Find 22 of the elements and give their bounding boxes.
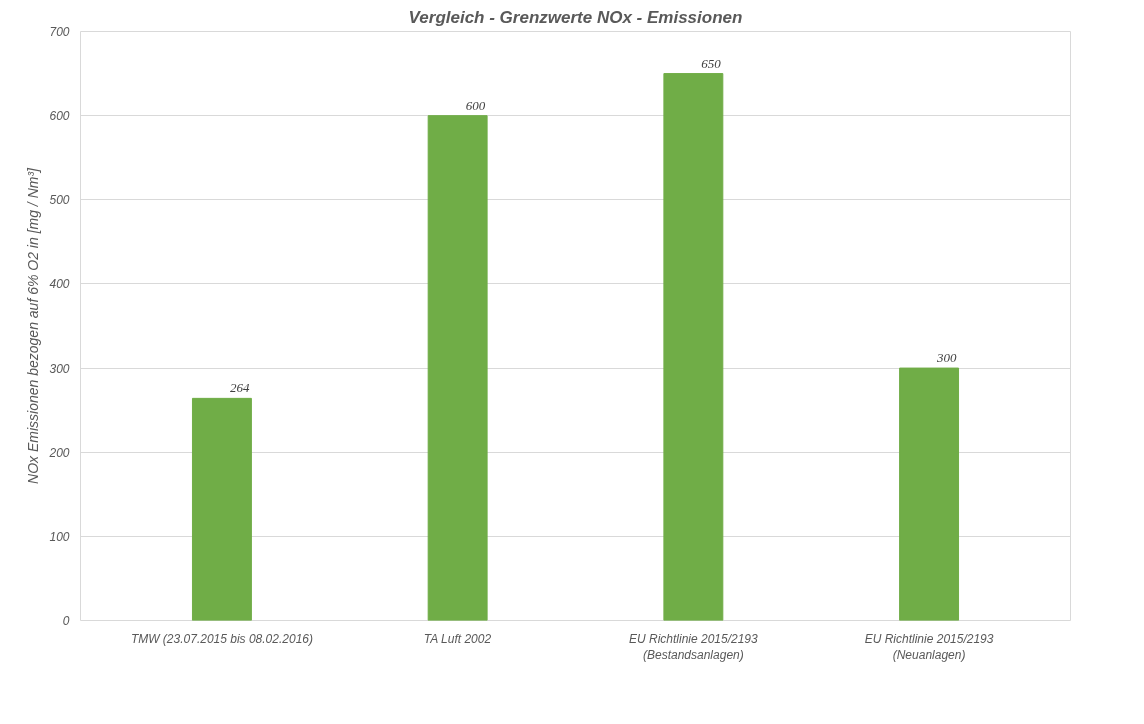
y-tick-label: 500 xyxy=(49,193,70,208)
y-tick-label: 100 xyxy=(49,529,70,544)
data-label: 650 xyxy=(701,55,722,71)
y-tick-label: 200 xyxy=(48,445,70,460)
x-tick-label: EU Richtlinie 2015/2193 (Bestandsanlagen) xyxy=(628,631,759,663)
y-tick-label: 700 xyxy=(49,25,70,39)
chart-title: Vergleich - Grenzwerte NOx - Emissionen xyxy=(408,7,743,27)
y-tick-label: 400 xyxy=(49,277,70,292)
y-tick-label: 0 xyxy=(62,614,70,628)
data-label: 600 xyxy=(465,97,486,113)
x-tick-label: EU Richtlinie 2015/2193 (Neuanlagen) xyxy=(864,631,994,663)
y-tick-label: 300 xyxy=(49,361,70,376)
data-label: 264 xyxy=(229,380,250,396)
bar xyxy=(899,367,960,621)
y-axis-title: NOx Emissionen bezogen auf 6% O2 in [mg / Nm³] xyxy=(25,166,42,484)
bar xyxy=(191,397,252,621)
x-tick-label: TMW (23.07.2015 bis 08.02.2016) xyxy=(130,631,313,646)
data-label: 300 xyxy=(936,350,958,366)
x-tick-label: TA Luft 2002 xyxy=(423,631,492,646)
bar xyxy=(427,115,488,621)
y-tick-label: 600 xyxy=(49,109,70,124)
bar xyxy=(663,73,724,621)
